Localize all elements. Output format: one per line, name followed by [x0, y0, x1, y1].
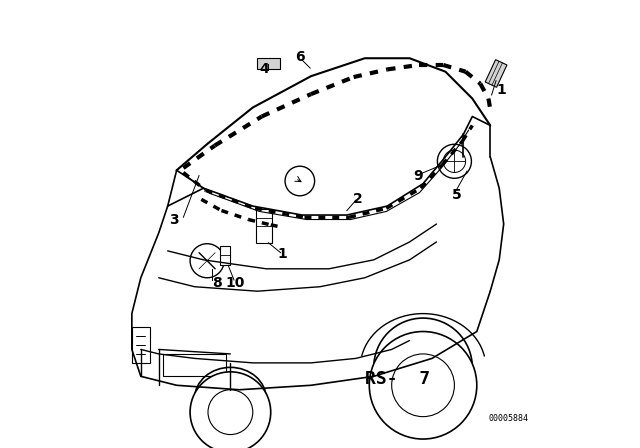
Text: 2: 2	[353, 192, 363, 207]
Circle shape	[190, 244, 224, 278]
Text: 8: 8	[212, 276, 222, 290]
Text: 3: 3	[170, 212, 179, 227]
Circle shape	[190, 372, 271, 448]
Circle shape	[369, 332, 477, 439]
FancyBboxPatch shape	[132, 327, 150, 363]
Text: 4: 4	[259, 62, 269, 77]
Text: RS-  7: RS- 7	[365, 370, 430, 388]
Circle shape	[444, 150, 466, 172]
Text: 00005884: 00005884	[488, 414, 529, 423]
Circle shape	[392, 354, 454, 417]
FancyBboxPatch shape	[257, 58, 280, 69]
Circle shape	[208, 390, 253, 435]
Text: 1: 1	[277, 247, 287, 262]
Text: 10: 10	[225, 276, 244, 290]
FancyBboxPatch shape	[163, 354, 226, 376]
Text: 6: 6	[295, 50, 305, 65]
Text: 9: 9	[413, 168, 422, 183]
Text: 1: 1	[497, 82, 506, 97]
FancyBboxPatch shape	[220, 246, 230, 265]
FancyBboxPatch shape	[256, 209, 272, 243]
Circle shape	[285, 166, 315, 196]
Polygon shape	[485, 60, 507, 87]
Text: 5: 5	[452, 188, 461, 202]
Circle shape	[437, 144, 472, 178]
